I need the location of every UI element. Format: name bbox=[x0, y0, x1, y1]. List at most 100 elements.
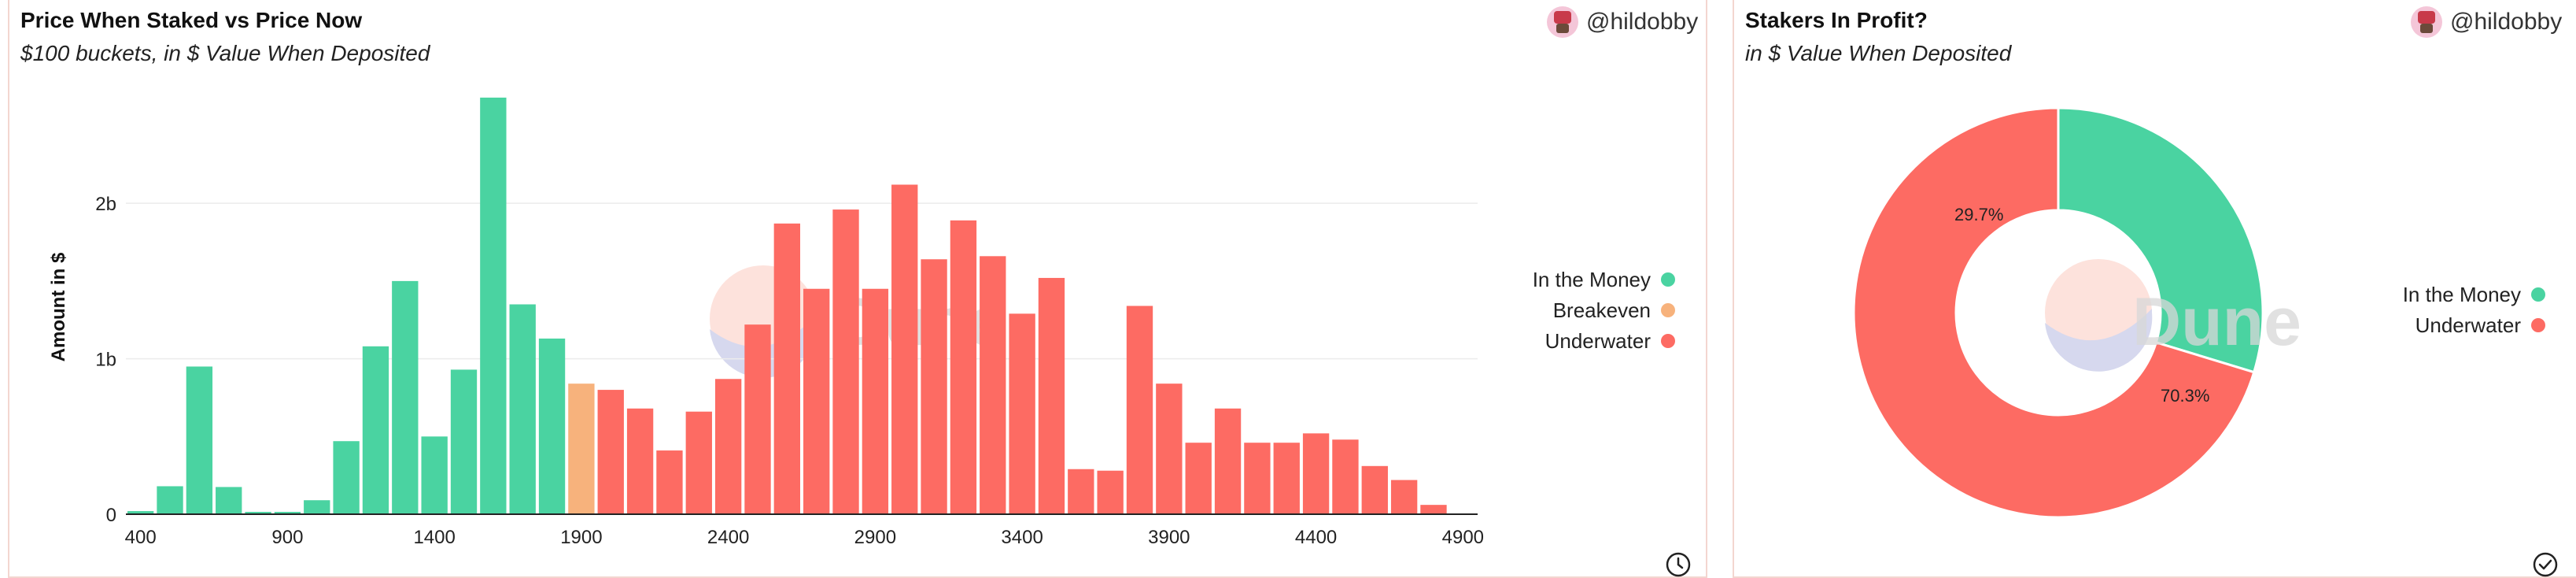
bar[interactable] bbox=[744, 324, 771, 514]
bar[interactable] bbox=[186, 366, 213, 514]
bar[interactable] bbox=[216, 487, 242, 514]
bar[interactable] bbox=[891, 184, 918, 515]
slice-label: 29.7% bbox=[1954, 205, 2003, 224]
bar[interactable] bbox=[1214, 408, 1242, 514]
bar[interactable] bbox=[568, 383, 595, 514]
bar[interactable] bbox=[333, 441, 360, 514]
y-axis-label: Amount in $ bbox=[48, 252, 69, 361]
bar[interactable] bbox=[773, 223, 800, 514]
bar[interactable] bbox=[421, 436, 448, 514]
watermark-logo-lower bbox=[2045, 309, 2153, 372]
bar[interactable] bbox=[1361, 465, 1388, 514]
legend-label[interactable]: Breakeven bbox=[1553, 298, 1651, 322]
bar[interactable] bbox=[1097, 470, 1124, 514]
bar[interactable] bbox=[862, 288, 889, 514]
legend-swatch bbox=[1661, 272, 1675, 287]
y-tick-label: 1b bbox=[95, 350, 116, 371]
bar[interactable] bbox=[245, 512, 271, 514]
donut-slice[interactable] bbox=[2057, 106, 2264, 374]
bar[interactable] bbox=[685, 411, 712, 514]
watermark-text: Dune bbox=[836, 284, 1005, 360]
legend-label[interactable]: Underwater bbox=[2415, 313, 2522, 337]
donut-chart-svg: Dune 29.7% 70.3% In the Money Underwater bbox=[1852, 106, 2545, 519]
bar[interactable] bbox=[1302, 433, 1330, 514]
bar[interactable] bbox=[480, 97, 507, 515]
donut-slice[interactable] bbox=[1852, 106, 2256, 519]
bar[interactable] bbox=[1156, 383, 1183, 514]
legend-swatch bbox=[2531, 318, 2545, 332]
y-tick-label: 0 bbox=[106, 505, 116, 526]
x-tick-label: 1900 bbox=[560, 527, 602, 548]
bar[interactable] bbox=[597, 390, 624, 514]
check-circle-icon[interactable] bbox=[2532, 551, 2559, 578]
bar-chart-panel: Price When Staked vs Price Now $100 buck… bbox=[8, 0, 1707, 578]
x-tick-label: 900 bbox=[271, 527, 303, 548]
bar-chart-title: Price When Staked vs Price Now bbox=[20, 8, 363, 32]
donut-chart-panel: Stakers In Profit? in $ Value When Depos… bbox=[1733, 0, 2576, 578]
bar[interactable] bbox=[832, 209, 859, 514]
donut-chart-subtitle: in $ Value When Deposited bbox=[1745, 41, 2012, 65]
bar[interactable] bbox=[714, 379, 742, 514]
bar[interactable] bbox=[950, 220, 977, 514]
donut-slice-labels: 29.7% 70.3% bbox=[1954, 205, 2209, 406]
bar[interactable] bbox=[980, 256, 1006, 514]
x-tick-label: 400 bbox=[125, 527, 157, 548]
x-tick-label: 2900 bbox=[854, 527, 896, 548]
bar[interactable] bbox=[509, 304, 536, 515]
author-link-right[interactable]: @hildobby bbox=[2411, 6, 2562, 38]
legend-swatch bbox=[2531, 287, 2545, 302]
bar[interactable] bbox=[1126, 306, 1153, 514]
author-name: @hildobby bbox=[2450, 9, 2563, 35]
x-tick-label: 4900 bbox=[1442, 527, 1484, 548]
bar[interactable] bbox=[1185, 443, 1212, 514]
bar[interactable] bbox=[127, 511, 154, 514]
bar[interactable] bbox=[1390, 480, 1418, 514]
donut-legend: In the Money Underwater bbox=[2403, 283, 2545, 337]
bar[interactable] bbox=[450, 369, 478, 514]
y-tick-labels: 0 1b 2b bbox=[95, 194, 116, 526]
x-tick-label: 4400 bbox=[1295, 527, 1337, 548]
bar[interactable] bbox=[538, 338, 566, 514]
bar-chart-subtitle: $100 buckets, in $ Value When Deposited bbox=[20, 41, 430, 65]
bar[interactable] bbox=[1244, 443, 1271, 514]
avatar bbox=[1547, 6, 1578, 38]
bar[interactable] bbox=[1009, 313, 1035, 514]
donut-chart-title: Stakers In Profit? bbox=[1745, 8, 1928, 32]
author-name: @hildobby bbox=[1586, 9, 1699, 35]
author-link[interactable]: @hildobby bbox=[1547, 6, 1698, 38]
bar[interactable] bbox=[626, 408, 654, 514]
legend-swatch bbox=[1661, 303, 1675, 317]
bar[interactable] bbox=[1332, 439, 1359, 514]
bar[interactable] bbox=[921, 259, 947, 514]
bar[interactable] bbox=[656, 450, 683, 514]
x-tick-label: 3900 bbox=[1148, 527, 1190, 548]
bar[interactable] bbox=[304, 500, 330, 514]
legend-label[interactable]: In the Money bbox=[2403, 283, 2521, 306]
y-tick-label: 2b bbox=[95, 194, 116, 215]
grid-lines bbox=[126, 202, 1478, 360]
legend-label[interactable]: In the Money bbox=[1533, 268, 1651, 291]
x-tick-label: 2400 bbox=[707, 527, 749, 548]
bar[interactable] bbox=[1273, 443, 1300, 514]
bar[interactable] bbox=[1068, 469, 1094, 514]
bar[interactable] bbox=[1420, 505, 1447, 514]
bar-marks bbox=[127, 97, 1447, 515]
bar[interactable] bbox=[1038, 277, 1065, 514]
clock-icon[interactable] bbox=[1665, 551, 1692, 578]
watermark-text: Dune bbox=[2132, 284, 2301, 360]
slice-label: 70.3% bbox=[2161, 386, 2209, 406]
donut-slices bbox=[1852, 106, 2264, 519]
x-tick-labels: 400 900 1400 1900 2400 2900 3400 3900 4400 4900 bbox=[125, 527, 1484, 548]
bar[interactable] bbox=[392, 280, 419, 514]
bar[interactable] bbox=[803, 288, 830, 514]
legend-swatch bbox=[1661, 334, 1675, 348]
bar[interactable] bbox=[362, 346, 389, 514]
bar-chart-svg: Dune 0 1b 2b 400 900 1400 1900 2400 2900 3400 390… bbox=[48, 97, 1675, 548]
legend-label[interactable]: Underwater bbox=[1545, 329, 1652, 353]
avatar bbox=[2411, 6, 2442, 38]
x-tick-label: 3400 bbox=[1001, 527, 1043, 548]
watermark-donut: Dune bbox=[2045, 259, 2301, 372]
x-tick-label: 1400 bbox=[413, 527, 455, 548]
bar[interactable] bbox=[274, 512, 301, 514]
bar[interactable] bbox=[157, 486, 183, 514]
